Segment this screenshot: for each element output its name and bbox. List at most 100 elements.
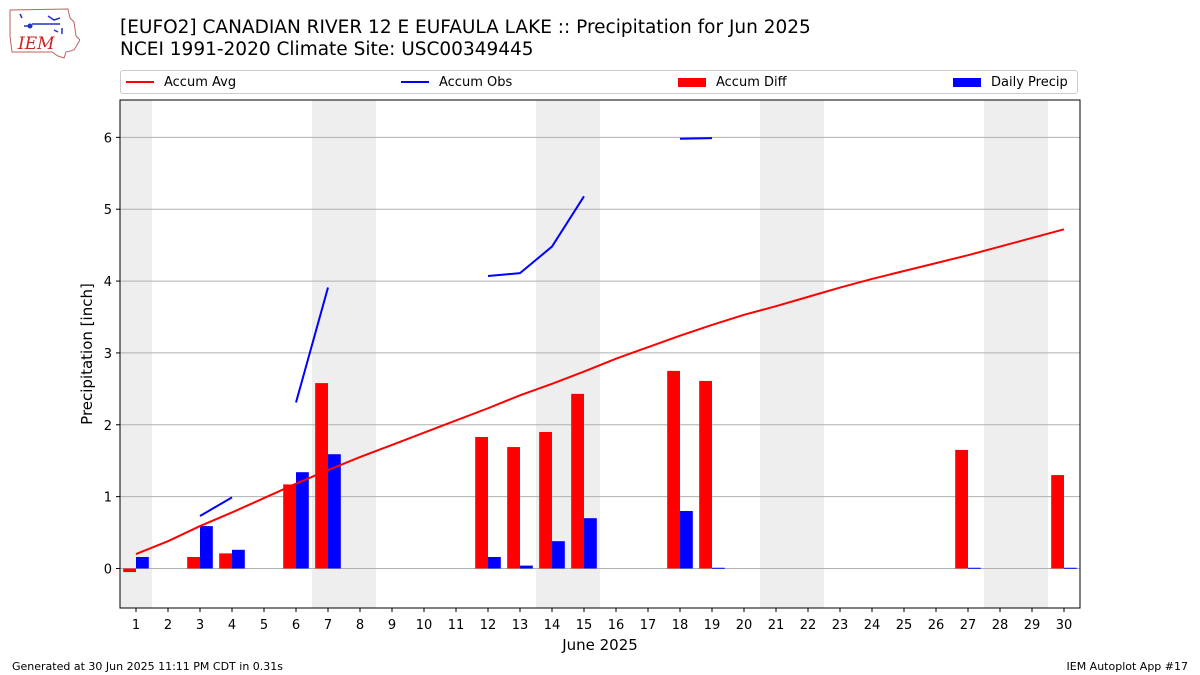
legend-daily-precip: Daily Precip <box>953 74 1068 90</box>
bar-accum-diff-7 <box>315 383 328 569</box>
line-accum-obs-segment-0 <box>199 496 233 517</box>
iem-logo: IEM <box>8 6 81 60</box>
legend-accum-obs: Accum Obs <box>401 74 512 90</box>
x-tick-label-3: 3 <box>196 618 204 633</box>
bar-accum-diff-3 <box>187 556 200 569</box>
legend-accum-avg-swatch <box>126 81 154 83</box>
bar-daily-precip-7 <box>328 454 341 569</box>
legend-accum-avg: Accum Avg <box>126 74 236 90</box>
chart-subtitle: NCEI 1991-2020 Climate Site: USC00349445 <box>120 39 534 60</box>
y-axis-label: Precipitation [inch] <box>78 283 96 425</box>
footer-app: IEM Autoplot App #17 <box>1066 660 1189 673</box>
bar-daily-precip-6 <box>296 472 309 569</box>
x-tick-label-18: 18 <box>672 618 689 633</box>
bar-daily-precip-18 <box>680 510 693 569</box>
x-tick-label-16: 16 <box>608 618 625 633</box>
bar-daily-precip-3 <box>200 526 213 569</box>
bars <box>123 370 1077 573</box>
line-accum-obs-segment-3 <box>679 137 713 140</box>
bar-accum-diff-4 <box>219 553 232 569</box>
legend: Accum Avg Accum Obs Accum Diff Daily Pre… <box>120 70 1078 94</box>
y-tick-label-1: 1 <box>104 491 112 506</box>
x-tick-label-15: 15 <box>576 618 593 633</box>
weekend-shade-day-14 <box>536 100 568 608</box>
x-tick-label-10: 10 <box>416 618 433 633</box>
x-tick-label-2: 2 <box>164 618 172 633</box>
bar-daily-precip-1 <box>136 556 149 569</box>
legend-accum-obs-swatch <box>401 81 429 83</box>
x-tick-label-9: 9 <box>388 618 396 633</box>
bar-accum-diff-15 <box>571 393 584 569</box>
x-tick-label-19: 19 <box>704 618 721 633</box>
y-tick-label-6: 6 <box>104 131 112 146</box>
bar-daily-precip-15 <box>584 518 597 569</box>
y-tick-label-3: 3 <box>104 347 112 362</box>
line-accum-avg-segment-0 <box>135 228 1065 556</box>
legend-accum-diff-label: Accum Diff <box>716 74 787 90</box>
weekend-shade-day-7 <box>312 100 344 608</box>
legend-accum-diff-swatch <box>678 77 706 87</box>
weekend-shading <box>120 100 1048 608</box>
y-tick-label-5: 5 <box>104 203 112 218</box>
x-tick-label-27: 27 <box>960 618 977 633</box>
x-tick-label-5: 5 <box>260 618 268 633</box>
x-tick-label-17: 17 <box>640 618 657 633</box>
x-tick-label-6: 6 <box>292 618 300 633</box>
legend-accum-diff: Accum Diff <box>678 74 787 90</box>
x-tick-label-13: 13 <box>512 618 529 633</box>
y-tick-label-4: 4 <box>104 275 112 290</box>
footer-generated: Generated at 30 Jun 2025 11:11 PM CDT in… <box>12 660 284 673</box>
bar-accum-diff-27 <box>955 449 968 569</box>
bar-accum-diff-1 <box>123 568 136 573</box>
x-axis-label: June 2025 <box>561 636 638 654</box>
x-tick-label-20: 20 <box>736 618 753 633</box>
x-tick-label-29: 29 <box>1024 618 1041 633</box>
bar-daily-precip-4 <box>232 549 245 569</box>
y-tick-label-2: 2 <box>104 419 112 434</box>
bar-accum-diff-13 <box>507 447 520 569</box>
legend-daily-precip-swatch <box>953 77 981 87</box>
bar-daily-precip-12 <box>488 556 501 569</box>
x-tick-label-22: 22 <box>800 618 817 633</box>
x-tick-label-30: 30 <box>1056 618 1073 633</box>
x-tick-label-25: 25 <box>896 618 913 633</box>
bar-daily-precip-30 <box>1064 567 1077 569</box>
lines <box>135 137 1065 556</box>
weekend-shade-day-29 <box>1016 100 1048 608</box>
line-accum-obs-segment-2 <box>487 195 585 278</box>
x-tick-label-8: 8 <box>356 618 364 633</box>
bar-accum-diff-6 <box>283 484 296 569</box>
y-tick-label-0: 0 <box>104 562 112 577</box>
logo-text: IEM <box>17 34 55 54</box>
line-accum-obs-segment-1 <box>295 287 329 403</box>
weekend-shade-day-15 <box>568 100 600 608</box>
x-tick-label-14: 14 <box>544 618 561 633</box>
x-tick-label-4: 4 <box>228 618 236 633</box>
bar-accum-diff-14 <box>539 431 552 569</box>
bar-accum-diff-30 <box>1051 475 1064 569</box>
x-tick-label-28: 28 <box>992 618 1009 633</box>
x-tick-label-24: 24 <box>864 618 881 633</box>
legend-accum-obs-label: Accum Obs <box>439 74 513 90</box>
bar-daily-precip-27 <box>968 567 981 569</box>
weekend-shade-day-22 <box>792 100 824 608</box>
weekend-shade-day-8 <box>344 100 376 608</box>
x-tick-label-26: 26 <box>928 618 945 633</box>
x-tick-label-11: 11 <box>448 618 465 633</box>
x-tick-label-7: 7 <box>324 618 332 633</box>
x-tick-label-21: 21 <box>768 618 785 633</box>
legend-accum-avg-label: Accum Avg <box>164 74 237 90</box>
gridlines <box>120 136 1080 569</box>
x-tick-label-23: 23 <box>832 618 849 633</box>
x-tick-label-1: 1 <box>132 618 140 633</box>
weekend-shade-day-28 <box>984 100 1016 608</box>
bar-accum-diff-19 <box>699 380 712 569</box>
weekend-shade-day-1 <box>120 100 152 608</box>
bar-daily-precip-19 <box>712 567 725 569</box>
bar-daily-precip-13 <box>520 565 533 569</box>
bar-accum-diff-18 <box>667 370 680 569</box>
weekend-shade-day-21 <box>760 100 792 608</box>
x-tick-label-12: 12 <box>480 618 497 633</box>
bar-daily-precip-14 <box>552 541 565 569</box>
